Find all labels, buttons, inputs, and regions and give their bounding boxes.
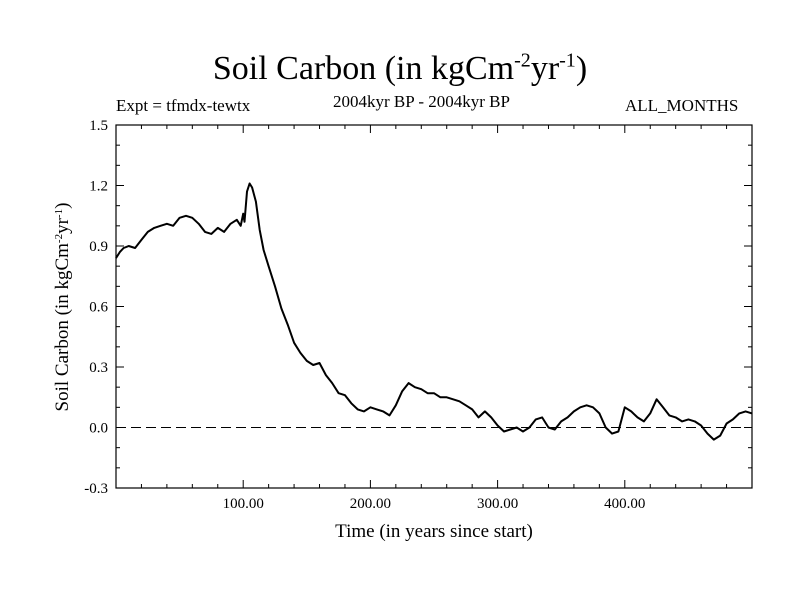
- y-tick-label: 0.0: [89, 421, 108, 437]
- experiment-label: Expt = tfmdx-tewtx: [116, 96, 251, 115]
- soil-carbon-series-line: [115, 182, 753, 441]
- plot-frame: [115, 124, 753, 489]
- y-tick-label: 0.6: [89, 300, 108, 316]
- months-label: ALL_MONTHS: [625, 96, 739, 115]
- x-tick-label: 100.00: [223, 496, 264, 512]
- x-tick-label: 300.00: [477, 496, 518, 512]
- y-axis-label: Soil Carbon (in kgCm-2yr-1): [52, 203, 73, 412]
- y-tick-label: 1.2: [89, 179, 108, 195]
- y-tick-label: 0.9: [89, 239, 108, 255]
- chart-title: Soil Carbon (in kgCm-2yr-1): [212, 49, 588, 87]
- y-tick-label: 1.5: [89, 118, 108, 134]
- y-tick-label: 0.3: [89, 360, 108, 376]
- period-label: 2004kyr BP - 2004kyr BP: [333, 92, 510, 111]
- x-axis-label: Time (in years since start): [335, 521, 533, 542]
- y-tick-label: -0.3: [84, 481, 108, 497]
- x-tick-label: 200.00: [350, 496, 391, 512]
- x-tick-label: 400.00: [604, 496, 645, 512]
